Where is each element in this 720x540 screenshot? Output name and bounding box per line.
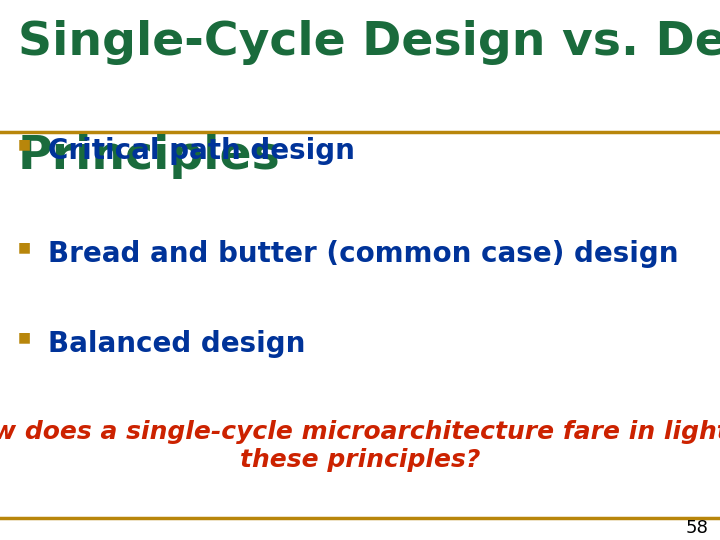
Text: Principles: Principles bbox=[18, 134, 281, 179]
Text: Balanced design: Balanced design bbox=[48, 330, 305, 358]
Text: How does a single-cycle microarchitecture fare in light of: How does a single-cycle microarchitectur… bbox=[0, 420, 720, 444]
Text: Critical path design: Critical path design bbox=[48, 137, 355, 165]
Text: these principles?: these principles? bbox=[240, 448, 480, 472]
Text: ■: ■ bbox=[18, 240, 31, 254]
Text: Bread and butter (common case) design: Bread and butter (common case) design bbox=[48, 240, 678, 268]
Text: 58: 58 bbox=[685, 519, 708, 537]
Text: ■: ■ bbox=[18, 330, 31, 344]
Text: Single-Cycle Design vs. Design: Single-Cycle Design vs. Design bbox=[18, 20, 720, 65]
Text: ■: ■ bbox=[18, 137, 31, 151]
